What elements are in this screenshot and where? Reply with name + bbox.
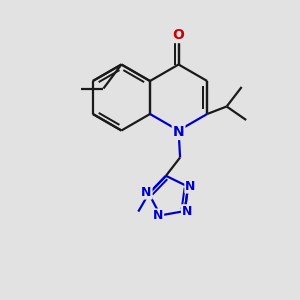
Text: N: N — [185, 179, 196, 193]
Text: N: N — [173, 125, 184, 139]
Text: N: N — [182, 205, 192, 218]
Text: O: O — [172, 28, 184, 42]
Text: N: N — [141, 186, 152, 199]
Text: N: N — [153, 209, 163, 223]
